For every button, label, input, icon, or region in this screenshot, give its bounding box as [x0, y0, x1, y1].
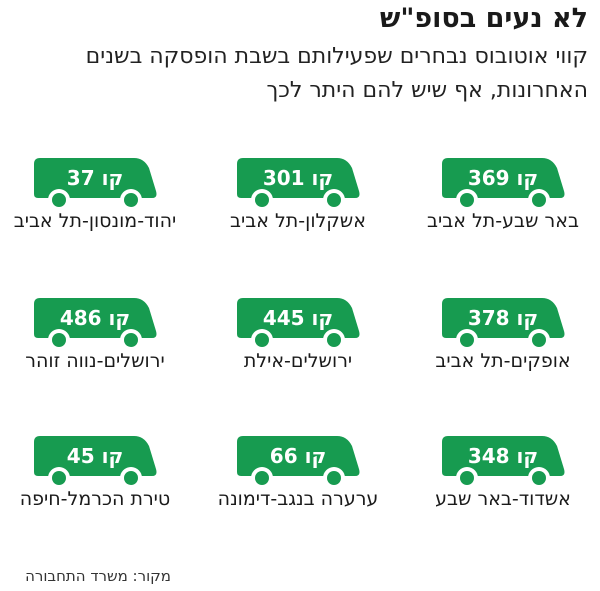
bus-route-grid: קו 369 באר שבע-תל אביב קו 301 אשקלון-תל אבי…	[0, 155, 600, 555]
bus-route-name: באר שבע-תל אביב	[427, 210, 579, 232]
bus-line-number: קו 301	[262, 166, 334, 190]
bus-icon	[442, 298, 565, 351]
bus-route-card: קו 66 ערערה בנגב-דימונה	[198, 433, 398, 533]
bus-route-name: ערערה בנגב-דימונה	[217, 488, 379, 510]
bus-route-name: ירושלים-אילת	[243, 350, 353, 372]
bus-line-number: קו 66	[269, 444, 327, 468]
bus-line-number: קו 348	[467, 444, 539, 468]
source-note: מקור: משרד התחבורה	[25, 567, 171, 585]
bus-line-number: קו 378	[467, 306, 539, 330]
bus-line-number: קו 445	[262, 306, 334, 330]
bus-icon	[237, 158, 360, 211]
bus-icon	[442, 158, 565, 211]
bus-route-card: קו 37 יהוד-מונסון-תל אביב	[0, 155, 195, 255]
bus-route-name: יהוד-מונסון-תל אביב	[13, 210, 177, 232]
bus-icon	[237, 436, 360, 489]
bus-route-card: קו 45 טירת הכרמל-חיפה	[0, 433, 195, 533]
page-title: לא נעים בסופ"ש	[379, 3, 588, 34]
page-subtitle: קווי אוטובוס נבחרים שפעילותם בשבת הופסקה…	[85, 44, 588, 103]
bus-icon	[34, 158, 157, 211]
bus-icon	[442, 436, 565, 489]
bus-line-number: קו 369	[467, 166, 539, 190]
bus-icon	[237, 298, 360, 351]
bus-route-name: ירושלים-נווה זוהר	[25, 350, 165, 372]
bus-route-card: קו 369 באר שבע-תל אביב	[403, 155, 600, 255]
bus-route-card: קו 445 ירושלים-אילת	[198, 295, 398, 395]
bus-route-name: אשקלון-תל אביב	[230, 210, 366, 232]
bus-route-name: אופקים-תל אביב	[435, 350, 571, 372]
bus-icon	[34, 436, 157, 489]
bus-route-card: קו 301 אשקלון-תל אביב	[198, 155, 398, 255]
bus-line-number: קו 45	[66, 444, 124, 468]
bus-route-card: קו 348 אשדוד-באר שבע	[403, 433, 600, 533]
bus-icon	[34, 298, 157, 351]
bus-line-number: קו 486	[59, 306, 131, 330]
bus-line-number: קו 37	[66, 166, 124, 190]
bus-route-name: טירת הכרמל-חיפה	[19, 488, 171, 510]
bus-route-card: קו 378 אופקים-תל אביב	[403, 295, 600, 395]
bus-route-card: קו 486 ירושלים-נווה זוהר	[0, 295, 195, 395]
bus-route-name: אשדוד-באר שבע	[435, 488, 571, 510]
